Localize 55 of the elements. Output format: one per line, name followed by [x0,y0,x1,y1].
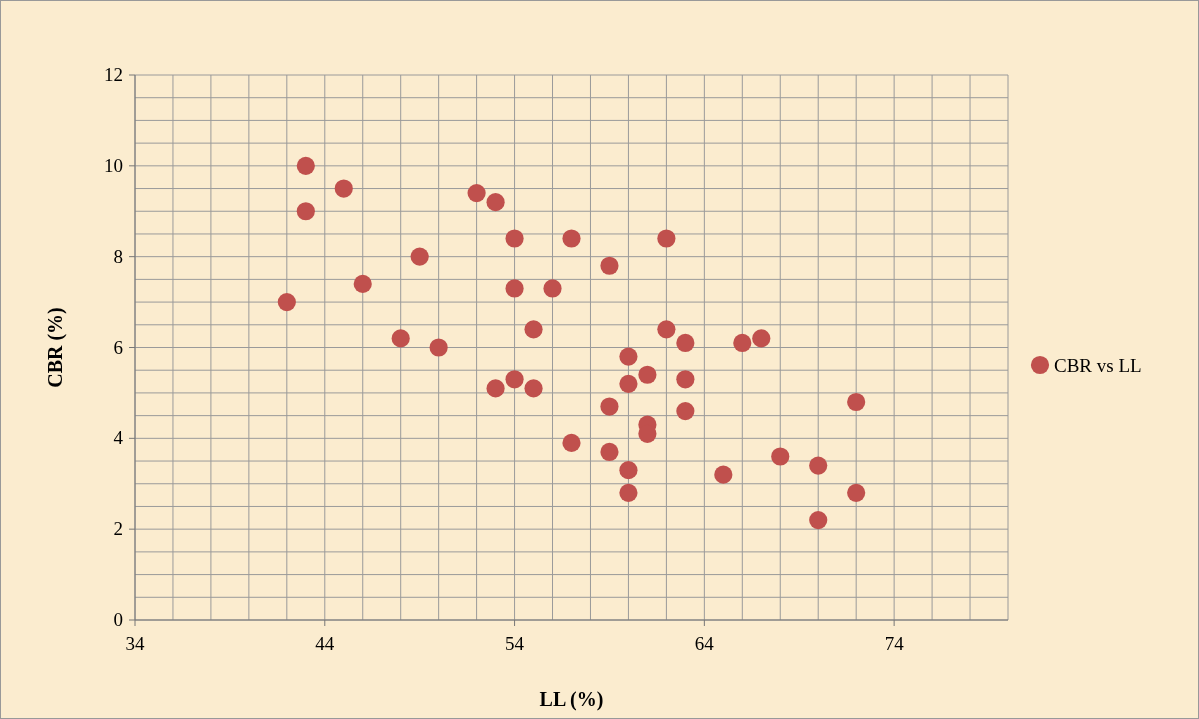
point [524,320,543,339]
x-tick-label: 74 [884,633,905,654]
point [600,397,619,416]
point [771,447,790,466]
point [277,293,296,312]
point [562,433,581,452]
point [600,256,619,275]
x-tick-label: 64 [694,633,715,654]
legend-label: CBR vs LL [1054,355,1142,376]
point [619,347,638,366]
y-tick-label: 12 [104,64,123,85]
point [733,333,752,353]
point [524,379,543,398]
point [657,229,676,248]
point [847,483,866,502]
point [600,442,619,462]
y-tick-label: 8 [113,245,123,267]
point [429,338,448,357]
point [543,279,562,298]
y-tick-label: 2 [113,518,123,540]
point [296,202,315,221]
point [619,374,638,393]
point [410,247,429,266]
point [562,229,581,248]
y-tick-label: 6 [113,336,123,358]
point [486,193,505,212]
x-tick-label: 34 [125,633,145,654]
point [391,329,410,348]
point [619,483,638,502]
point [486,379,505,398]
point [505,229,524,248]
point [847,392,866,412]
point [676,333,695,353]
x-tick-label: 44 [315,633,335,654]
x-axis-title: LL (%) [539,688,604,711]
x-tick-label: 54 [505,633,525,654]
point [334,179,353,198]
point [619,461,638,480]
point [752,329,771,348]
point [505,370,524,389]
y-tick-label: 4 [113,427,124,449]
y-tick-label: 0 [113,609,123,630]
point [676,370,695,389]
point [657,320,676,339]
point [296,156,315,175]
point [505,279,524,298]
point [809,511,828,530]
point [353,274,372,293]
point [676,402,695,421]
y-axis-title: CBR (%) [44,307,67,388]
y-tick-label: 10 [104,154,123,176]
point [467,184,486,203]
point [809,456,828,475]
point [638,365,657,384]
point [714,465,733,484]
